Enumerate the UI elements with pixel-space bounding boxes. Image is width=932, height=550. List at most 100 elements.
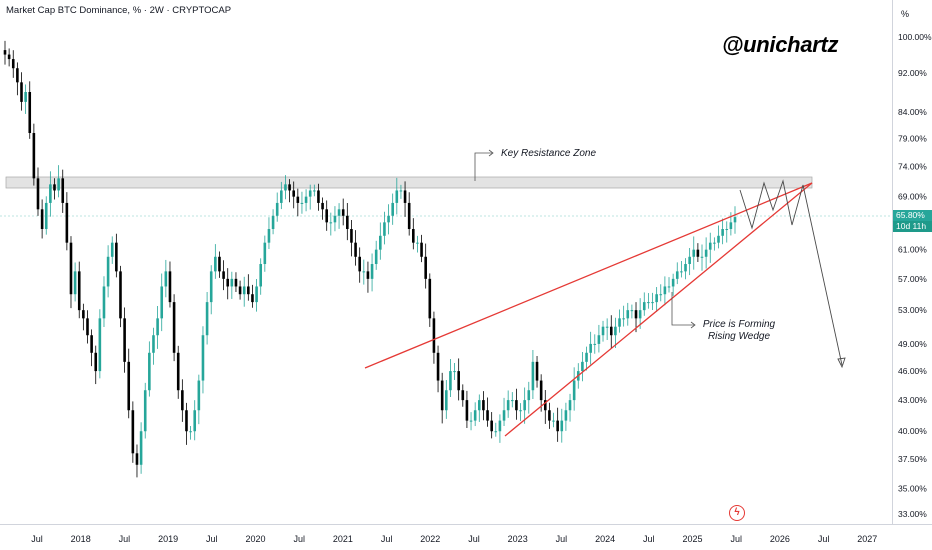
- time-axis[interactable]: Jul 2018 Jul 2019 Jul 2020 Jul 2021 Jul 2022 Jul 20…: [31, 534, 877, 544]
- candle-up: [531, 361, 535, 391]
- time-tick-label: Jul: [119, 534, 131, 544]
- candle-up: [308, 190, 312, 197]
- candle-up: [110, 242, 114, 257]
- candle-up: [675, 271, 679, 279]
- candle-up: [98, 318, 102, 372]
- candle-up: [626, 310, 630, 319]
- candle-up: [333, 215, 337, 223]
- candle-down: [420, 242, 423, 257]
- candle-down: [457, 371, 460, 391]
- candle-down: [609, 326, 613, 336]
- candle-up: [24, 92, 27, 102]
- candle-up: [721, 229, 724, 236]
- candle-down: [412, 229, 415, 243]
- candle-down: [358, 256, 361, 272]
- current-price-tag: 65.80%: [893, 210, 932, 221]
- tradingview-logo-icon[interactable]: ϟ: [729, 505, 745, 521]
- candle-up: [684, 264, 687, 272]
- candle-up: [671, 278, 675, 287]
- candle-up: [638, 310, 642, 319]
- candle-down: [350, 229, 353, 243]
- candle-up: [160, 286, 164, 319]
- price-tick-label: 92.00%: [898, 68, 927, 78]
- price-tick-label: 57.00%: [898, 274, 927, 284]
- candle-down: [218, 256, 221, 272]
- candle-up: [205, 302, 209, 336]
- candle-down: [115, 242, 118, 272]
- candle-up: [275, 202, 279, 216]
- candle-up: [502, 410, 506, 421]
- candle-up: [618, 318, 621, 327]
- candle-up: [399, 190, 403, 192]
- candle-down: [515, 400, 518, 411]
- candle-up: [197, 380, 201, 411]
- candle-up: [391, 202, 394, 216]
- candle-up: [102, 286, 106, 319]
- candle-up: [106, 256, 110, 287]
- arrow-right-icon: [488, 149, 494, 157]
- candle-up: [152, 335, 155, 353]
- candle-down: [535, 361, 539, 381]
- candle-down: [86, 318, 89, 336]
- candle-up: [242, 286, 246, 295]
- candle-up: [733, 217, 737, 223]
- candle-up: [449, 371, 452, 391]
- candle-up: [568, 400, 572, 411]
- price-tick-label: 61.00%: [898, 245, 927, 255]
- candle-up: [729, 222, 733, 230]
- candle-up: [667, 286, 671, 288]
- candle-down: [234, 278, 238, 287]
- candle-down: [94, 352, 98, 372]
- arrow-right-icon: [474, 152, 492, 181]
- candle-down: [119, 271, 122, 319]
- candle-up: [209, 271, 213, 303]
- candle-down: [288, 184, 291, 191]
- candle-up: [304, 196, 308, 203]
- candle-up: [473, 410, 477, 421]
- candle-up: [337, 209, 341, 216]
- candle-up: [193, 410, 197, 432]
- candle-up: [300, 202, 304, 204]
- candle-up: [510, 400, 514, 402]
- candle-up: [214, 256, 217, 272]
- price-axis[interactable]: 100.00%92.00%84.00%79.00%74.00%69.00%65.…: [898, 32, 932, 519]
- watermark-text: @unichartz: [722, 32, 839, 57]
- price-tick-label: 53.00%: [898, 305, 927, 315]
- candle-down: [292, 190, 296, 197]
- time-tick-label: 2024: [595, 534, 615, 544]
- time-tick-label: 2027: [857, 534, 877, 544]
- candle-down: [36, 178, 40, 210]
- candle-up: [523, 400, 526, 411]
- candle-down: [634, 310, 638, 319]
- price-tick-label: 37.50%: [898, 454, 927, 464]
- axis-unit-label[interactable]: %: [901, 9, 910, 19]
- candle-down: [403, 190, 407, 203]
- candle-up: [572, 380, 576, 401]
- candle-up: [57, 178, 60, 191]
- candle-down: [325, 209, 328, 223]
- candle-up: [148, 352, 151, 391]
- arrow-right-icon: [690, 321, 696, 329]
- candle-down: [696, 249, 700, 257]
- price-tick-label: 84.00%: [898, 107, 927, 117]
- price-tick-label: 100.00%: [898, 32, 932, 42]
- candle-up: [717, 235, 720, 243]
- candle-up: [564, 410, 568, 421]
- candle-up: [383, 222, 386, 236]
- candle-down: [354, 242, 357, 257]
- candle-down: [296, 196, 300, 203]
- time-tick-label: 2026: [770, 534, 790, 544]
- candle-down: [168, 271, 172, 303]
- candle-down: [556, 420, 559, 432]
- candle-down: [251, 294, 254, 303]
- candle-up: [444, 390, 448, 411]
- candle-up: [271, 215, 275, 230]
- candle-up: [651, 302, 654, 304]
- wedge-annotation: Price is Forming Rising Wedge: [699, 319, 779, 343]
- time-tick-label: Jul: [730, 534, 742, 544]
- projection-arrowhead: [837, 357, 846, 369]
- candle-up: [659, 294, 663, 296]
- candle-down: [490, 420, 493, 432]
- candle-up: [284, 184, 287, 191]
